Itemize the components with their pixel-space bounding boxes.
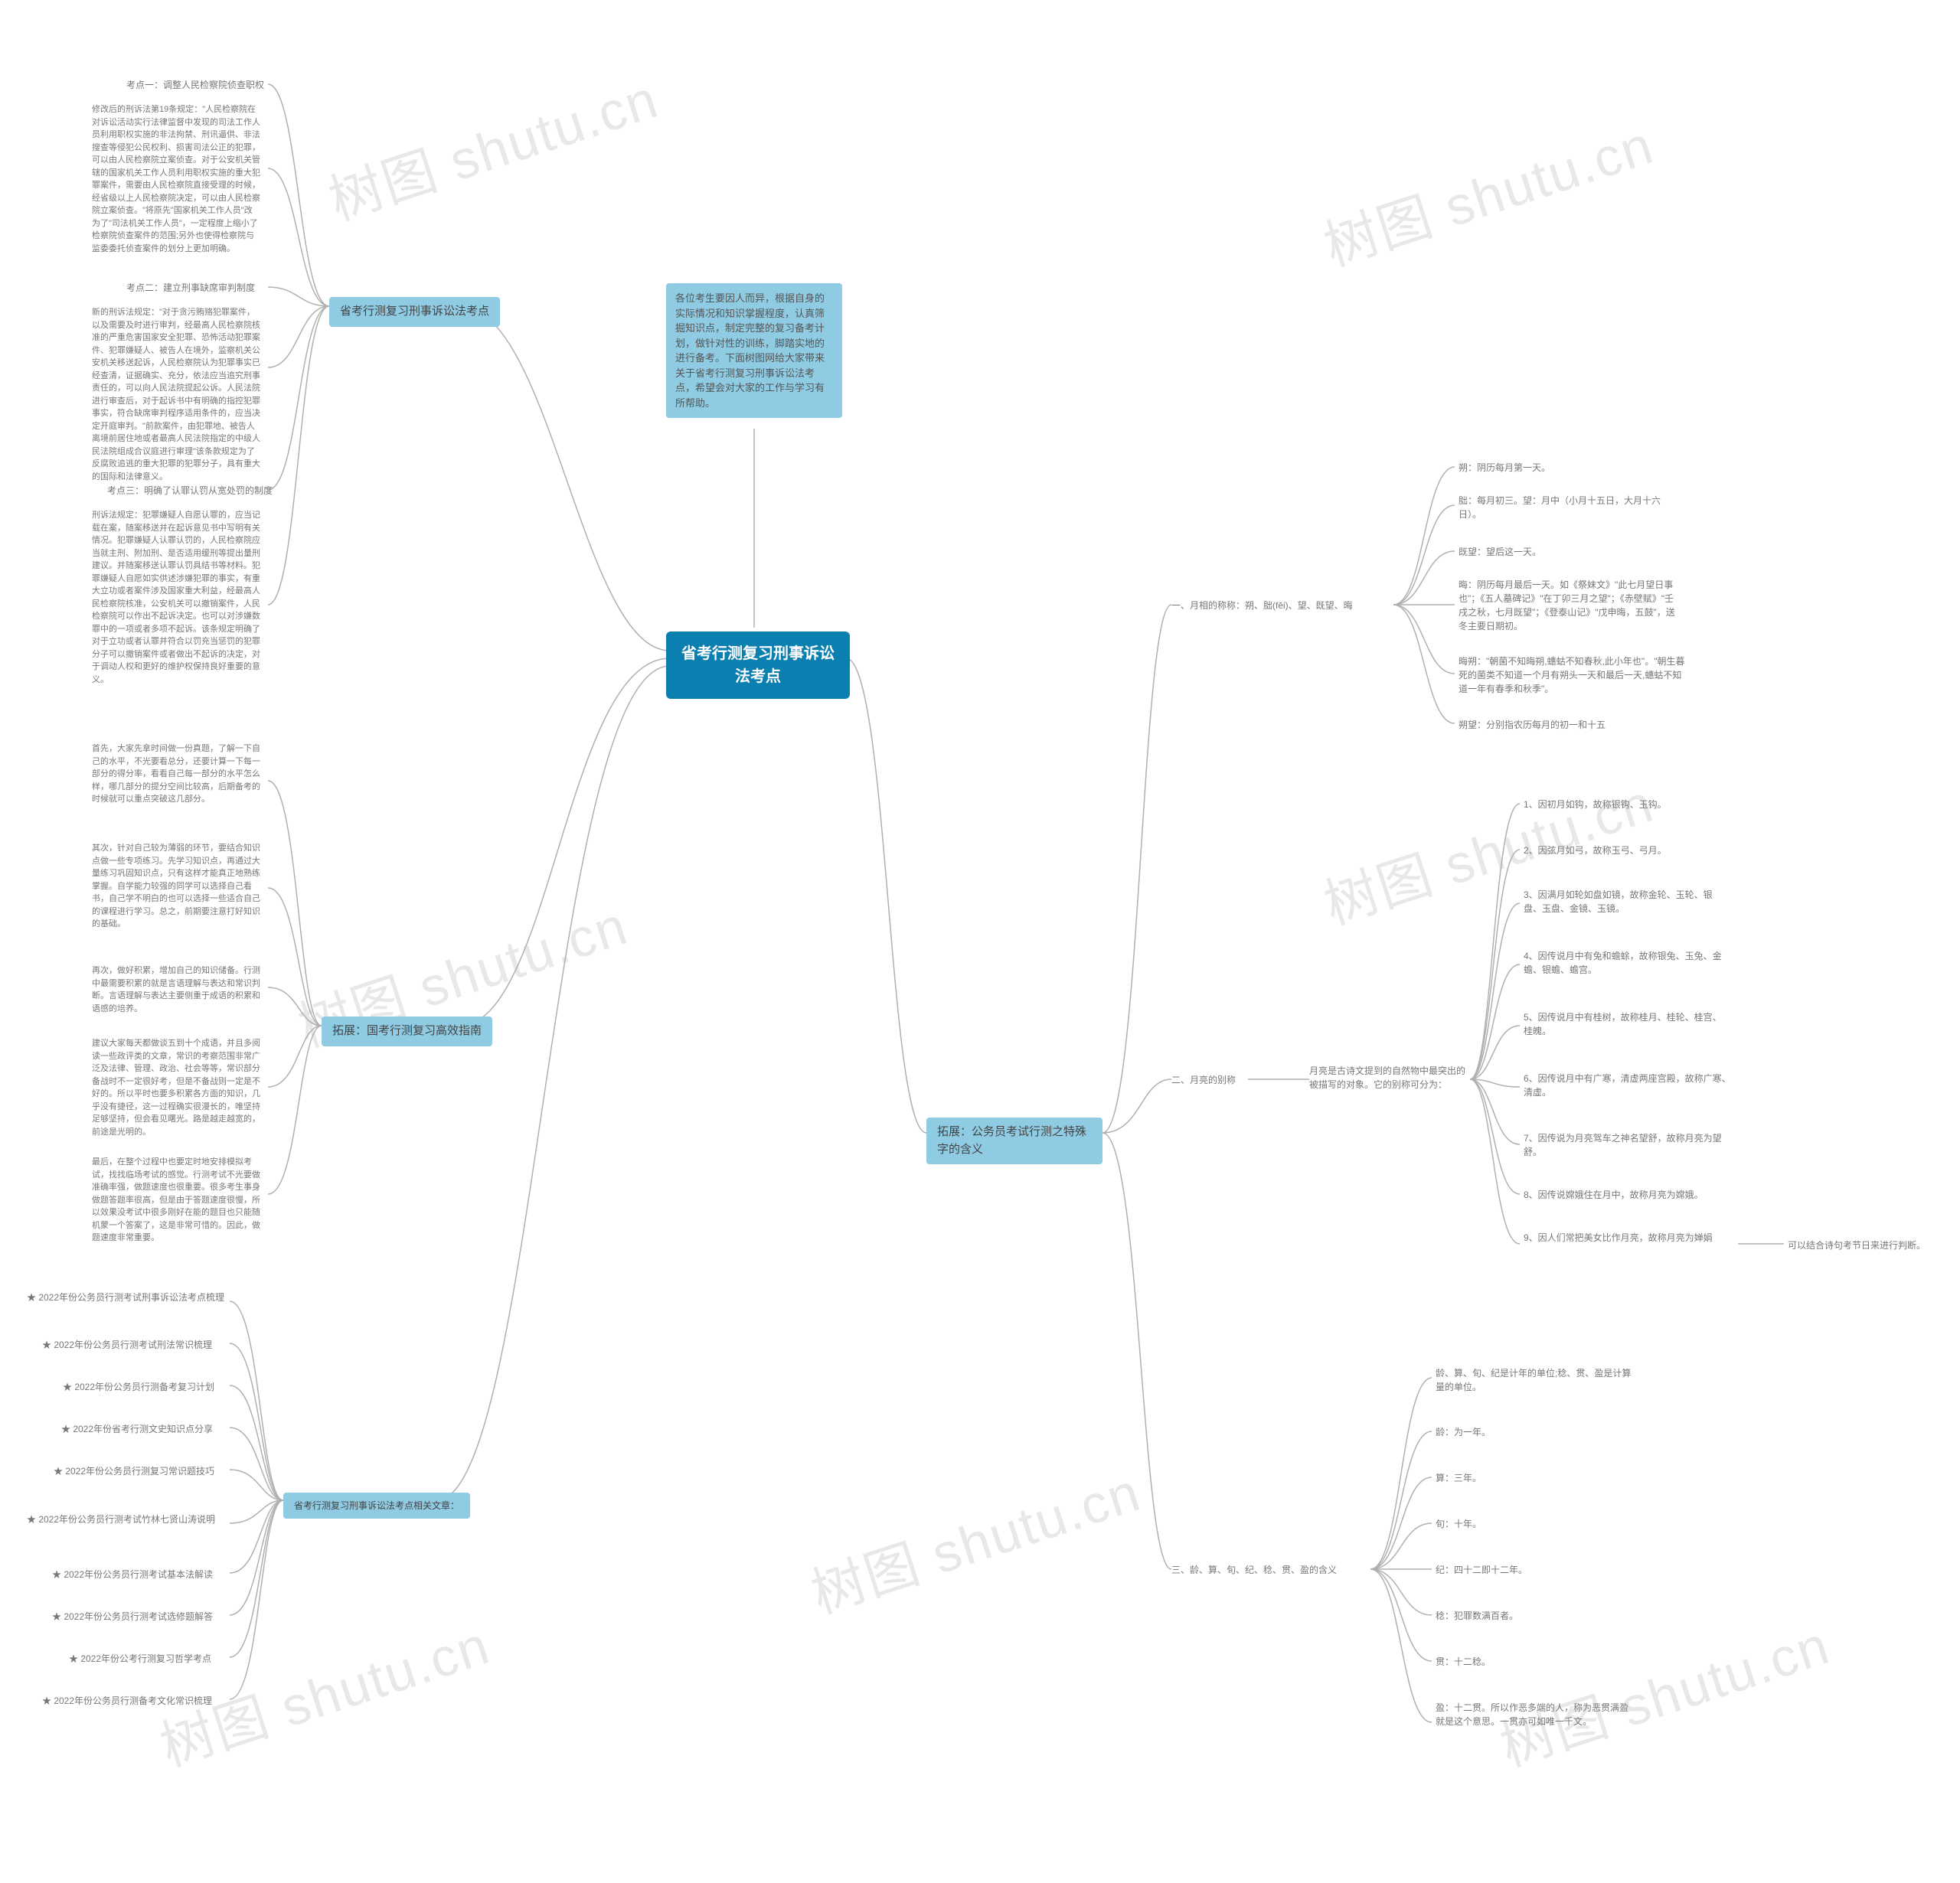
intro-node: 各位考生要因人而异，根据自身的实际情况和知识掌握程度，认真筛掘知识点，制定完整的… <box>666 283 842 418</box>
s2-m6: 6、因传说月中有广寒，清虚两座宫殿，故称广寒、清虚。 <box>1524 1072 1738 1099</box>
link-2[interactable]: ★ 2022年份公务员行测考试刑法常识梳理 <box>42 1338 212 1352</box>
section-2-intro: 月亮是古诗文提到的自然物中最突出的被描写的对象。它的别称可分为： <box>1309 1064 1470 1092</box>
guide-3: 再次，做好积累，增加自己的知识储备。行测中最需要积累的就是言语理解与表达和常识判… <box>92 964 260 1015</box>
s3-t8: 盈：十二贯。所以作恶多端的人，称为恶贯满盈就是这个意思。一贯亦可如唯一千文。 <box>1436 1701 1635 1728</box>
link-8[interactable]: ★ 2022年份公务员行测考试选修题解答 <box>52 1610 213 1624</box>
s3-t4: 旬：十年。 <box>1436 1517 1481 1531</box>
watermark: 树图 shutu.cn <box>800 1450 1148 1629</box>
guide-1: 首先，大家先拿时间做一份真题，了解一下自己的水平，不光要看总分，还要计算一下每一… <box>92 742 260 806</box>
link-5[interactable]: ★ 2022年份公务员行测复习常识题技巧 <box>54 1464 214 1478</box>
s3-t7: 贯：十二稔。 <box>1436 1655 1491 1669</box>
s2-m9: 9、因人们常把美女比作月亮，故称月亮为婵娟 <box>1524 1231 1713 1245</box>
watermark: 树图 shutu.cn <box>1313 103 1661 282</box>
link-1[interactable]: ★ 2022年份公务员行测考试刑事诉讼法考点梳理 <box>27 1291 224 1304</box>
point3-title: 考点三：明确了认罪认罚从宽处罚的制度 <box>107 484 273 498</box>
branch-left-2[interactable]: 拓展：国考行测复习高效指南 <box>322 1017 492 1046</box>
point2-body: 新的刑诉法规定："对于贪污贿赂犯罪案件，以及需要及时进行审判，经最高人民检察院核… <box>92 306 260 483</box>
s3-t5: 纪：四十二即十二年。 <box>1436 1563 1527 1577</box>
connector-layer <box>0 0 1960 1883</box>
s1-i1: 朔：阴历每月第一天。 <box>1459 461 1550 475</box>
link-6[interactable]: ★ 2022年份公务员行测考试竹林七贤山涛说明 <box>27 1513 215 1526</box>
s1-i6: 朔望：分别指农历每月的初一和十五 <box>1459 718 1606 732</box>
s3-t3: 算：三年。 <box>1436 1471 1481 1485</box>
s3-t6: 稔：犯罪数满百者。 <box>1436 1609 1518 1623</box>
section-1-label: 一、月相的称称：朔、朏(fěi)、望、既望、晦 <box>1171 599 1353 612</box>
point2-title: 考点二：建立刑事缺席审判制度 <box>126 281 255 295</box>
s3-t1: 龄、算、旬、纪是计年的单位;稔、贯、盈是计算量的单位。 <box>1436 1366 1635 1394</box>
section-2-label: 二、月亮的别称 <box>1171 1073 1236 1087</box>
s2-m8: 8、因传说嫦娥住在月中，故称月亮为嫦娥。 <box>1524 1188 1704 1202</box>
point1-title: 考点一：调整人民检察院侦查职权 <box>126 78 264 92</box>
watermark: 树图 shutu.cn <box>149 1603 498 1782</box>
s3-t2: 龄：为一年。 <box>1436 1425 1491 1439</box>
s2-m4: 4、因传说月中有兔和蟾蜍，故称银兔、玉兔、金蟾、银蟾、蟾宫。 <box>1524 949 1730 977</box>
center-node[interactable]: 省考行测复习刑事诉讼法考点 <box>666 631 850 699</box>
s1-i2: 朏：每月初三。望：月中（小月十五日，大月十六日）。 <box>1459 494 1661 521</box>
branch-left-3[interactable]: 省考行测复习刑事诉讼法考点相关文章： <box>283 1493 470 1519</box>
link-4[interactable]: ★ 2022年份省考行测文史知识点分享 <box>61 1422 213 1436</box>
branch-right[interactable]: 拓展：公务员考试行测之特殊字的含义 <box>926 1118 1102 1164</box>
s1-i5: 晦朔："朝菌不知晦朔,蟪蛄不知春秋,此小年也"。"朝生暮死的菌类不知道一个月有朔… <box>1459 654 1688 696</box>
s1-i4: 晦：阴历每月最后一天。如《祭妹文》"此七月望日事也"；《五人墓碑记》"在丁卯三月… <box>1459 578 1681 633</box>
s2-m3: 3、因满月如轮如盘如镜，故称金轮、玉轮、银盘、玉盘、金镜、玉镜。 <box>1524 888 1730 915</box>
link-3[interactable]: ★ 2022年份公务员行测备考复习计划 <box>63 1380 214 1394</box>
branch-left-1[interactable]: 省考行测复习刑事诉讼法考点 <box>329 297 500 327</box>
watermark: 树图 shutu.cn <box>318 57 666 236</box>
s2-m5: 5、因传说月中有桂树，故称桂月、桂轮、桂宫、桂魄。 <box>1524 1010 1730 1038</box>
s2-m2: 2、因弦月如弓，故称玉弓、弓月。 <box>1524 844 1667 857</box>
watermark: 树图 shutu.cn <box>1489 1603 1838 1782</box>
s2-m7: 7、因传说为月亮驾车之神名望舒，故称月亮为望舒。 <box>1524 1131 1738 1159</box>
link-10[interactable]: ★ 2022年份公务员行测备考文化常识梳理 <box>42 1694 212 1708</box>
section-3-label: 三、龄、算、旬、纪、稔、贯、盈的含义 <box>1171 1563 1337 1577</box>
s1-i3: 既望：望后这一天。 <box>1459 545 1541 559</box>
link-7[interactable]: ★ 2022年份公务员行测考试基本法解读 <box>52 1568 213 1581</box>
point3-body: 刑诉法规定：犯罪嫌疑人自愿认罪的，应当记载在案，随案移送并在起诉意见书中写明有关… <box>92 509 260 686</box>
point1-body: 修改后的刑诉法第19条规定："人民检察院在对诉讼活动实行法律监督中发现的司法工作… <box>92 103 260 255</box>
s2-note: 可以结合诗句考节日来进行判断。 <box>1788 1238 1926 1252</box>
s2-m1: 1、因初月如钩，故称银钩、玉钩。 <box>1524 798 1667 811</box>
guide-4: 建议大家每天都做谈五到十个成语，并且多阅读一些政评类的文章，常识的考察范围非常广… <box>92 1037 260 1138</box>
guide-5: 最后，在整个过程中也要定时地安排模拟考试，找找临场考试的感觉。行测考试不光要做准… <box>92 1156 260 1245</box>
guide-2: 其次，针对自己较为薄弱的环节，要结合知识点做一些专项练习。先学习知识点，再通过大… <box>92 842 260 931</box>
link-9[interactable]: ★ 2022年份公考行测复习哲学考点 <box>69 1652 211 1666</box>
